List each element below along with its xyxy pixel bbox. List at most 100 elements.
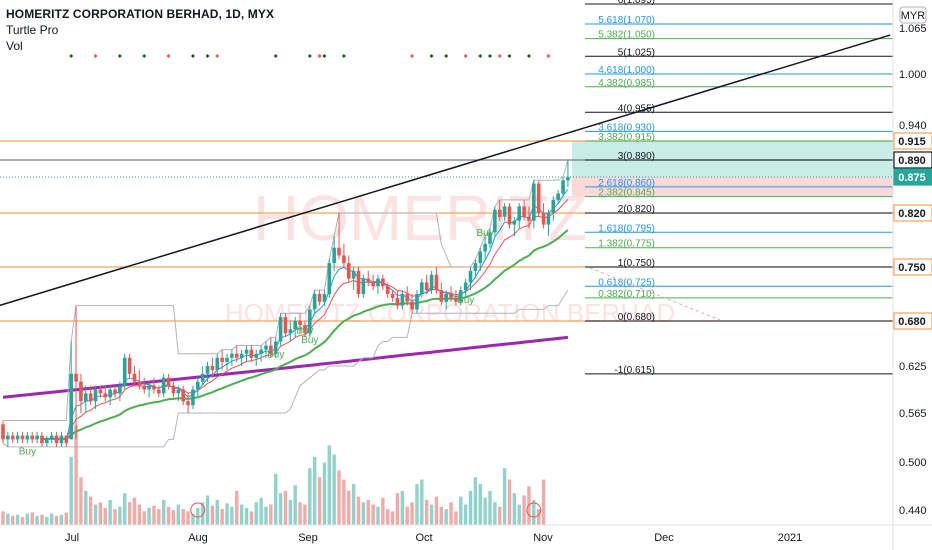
candle-body: [181, 389, 185, 402]
volume-bar: [381, 497, 385, 525]
trendline[interactable]: [0, 34, 891, 313]
candle: [10, 431, 15, 444]
volume-bar: [439, 506, 443, 525]
candle: [127, 353, 132, 378]
candle: [142, 377, 147, 394]
candle-body: [79, 381, 83, 402]
candle: [332, 236, 336, 271]
volume-bar: [113, 509, 117, 525]
fib-label-6: 4(0.955): [618, 103, 655, 114]
price-tags: 0.915 0.890 0.875 0.820 0.750 0.680: [893, 132, 932, 330]
volume-bar: [298, 502, 302, 525]
signal-dot: [69, 54, 74, 58]
symbol-title[interactable]: HOMERITZ CORPORATION BERHAD, 1D, MYX: [6, 7, 275, 21]
candle: [69, 341, 73, 440]
candle-body: [20, 435, 25, 440]
volume-bar: [84, 490, 88, 525]
price-tag-0.890: 0.890: [893, 151, 932, 169]
volume-bar: [410, 502, 414, 525]
volume-bar: [230, 506, 234, 525]
candle: [317, 290, 322, 306]
volume-bar: [45, 517, 49, 525]
candle: [98, 385, 103, 398]
volume-bar: [264, 506, 268, 525]
volume-bar: [127, 502, 132, 525]
candle: [385, 282, 390, 298]
volume-bar: [517, 504, 521, 525]
candle-body: [176, 389, 181, 394]
candle: [239, 349, 244, 366]
candle-body: [166, 377, 171, 386]
projection-line: [589, 267, 721, 321]
candle-body: [415, 294, 419, 310]
volume-bar: [205, 495, 210, 525]
candles: [1, 160, 570, 447]
candle: [449, 286, 453, 302]
candle: [327, 259, 332, 298]
candle: [264, 341, 268, 358]
candle-body: [249, 349, 254, 358]
volume-bar: [259, 497, 263, 525]
volume-bar: [181, 509, 185, 525]
time-axis[interactable]: Jul Aug Sep Oct Nov Dec 2021: [0, 524, 932, 544]
candle: [337, 213, 341, 260]
volume-bar: [1, 511, 5, 525]
candle-body: [25, 435, 30, 440]
indicator-turtle-pro[interactable]: Turtle Pro: [6, 23, 59, 37]
candle: [54, 431, 59, 447]
signal-dot: [526, 54, 531, 58]
price-tag-label: 0.820: [898, 208, 926, 220]
candle-body: [273, 341, 278, 354]
price-tag-0.915: 0.915: [893, 132, 932, 150]
candle: [147, 381, 151, 398]
volume-bar: [459, 496, 463, 525]
earnings-marker-icon[interactable]: [526, 502, 542, 518]
earnings-markers: [190, 502, 542, 518]
candle-body: [10, 435, 15, 440]
indicator-volume[interactable]: Vol: [6, 39, 23, 53]
chart-header: HOMERITZ CORPORATION BERHAD, 1D, MYX Tur…: [6, 6, 274, 54]
candle: [356, 267, 361, 298]
volume-bar: [15, 514, 20, 525]
volume-bar: [463, 504, 468, 525]
volume-bar: [483, 497, 487, 525]
candle-body: [1, 424, 5, 440]
candle-body: [551, 199, 556, 213]
volume-bar: [449, 502, 453, 525]
candle-body: [493, 209, 497, 233]
price-axis[interactable]: 1.065 1.000 0.940 0.625 0.565 0.500 0.440: [892, 0, 927, 550]
candle-body: [49, 435, 54, 440]
price-tag-box: [893, 168, 932, 186]
candle-body: [137, 381, 142, 386]
buy-label-5: Buy: [477, 228, 494, 239]
volume-bar: [434, 496, 439, 525]
candle-body: [161, 377, 166, 394]
candle-body: [69, 373, 73, 440]
candle: [420, 278, 424, 298]
candle: [113, 385, 117, 398]
candle: [444, 290, 448, 310]
candle: [88, 385, 93, 406]
ascending-trendline[interactable]: [0, 34, 891, 313]
price-tick: 0.565: [899, 408, 927, 420]
candle: [493, 206, 497, 237]
volume-bar: [254, 502, 258, 525]
candle: [400, 290, 405, 310]
price-tag-box: [893, 258, 932, 276]
candle-body: [93, 389, 98, 402]
currency-badge[interactable]: MYR: [899, 6, 927, 24]
earnings-marker-icon[interactable]: [190, 502, 206, 518]
buy-label-0: Buy: [19, 446, 36, 457]
watermark: HOMERITZ HOMERITZ CORPORATION BERHAD: [225, 182, 675, 328]
signal-dot: [190, 54, 195, 58]
candle-body: [371, 282, 375, 287]
volume-bar: [473, 477, 478, 525]
fib-label-11: 2.382(0.845): [598, 188, 655, 199]
candle-body: [400, 294, 405, 306]
price-tag-label: 0.915: [898, 136, 926, 148]
candle: [254, 349, 259, 366]
currency-box[interactable]: [899, 6, 927, 24]
volume-bar: [215, 500, 219, 525]
candle-body: [205, 366, 210, 374]
